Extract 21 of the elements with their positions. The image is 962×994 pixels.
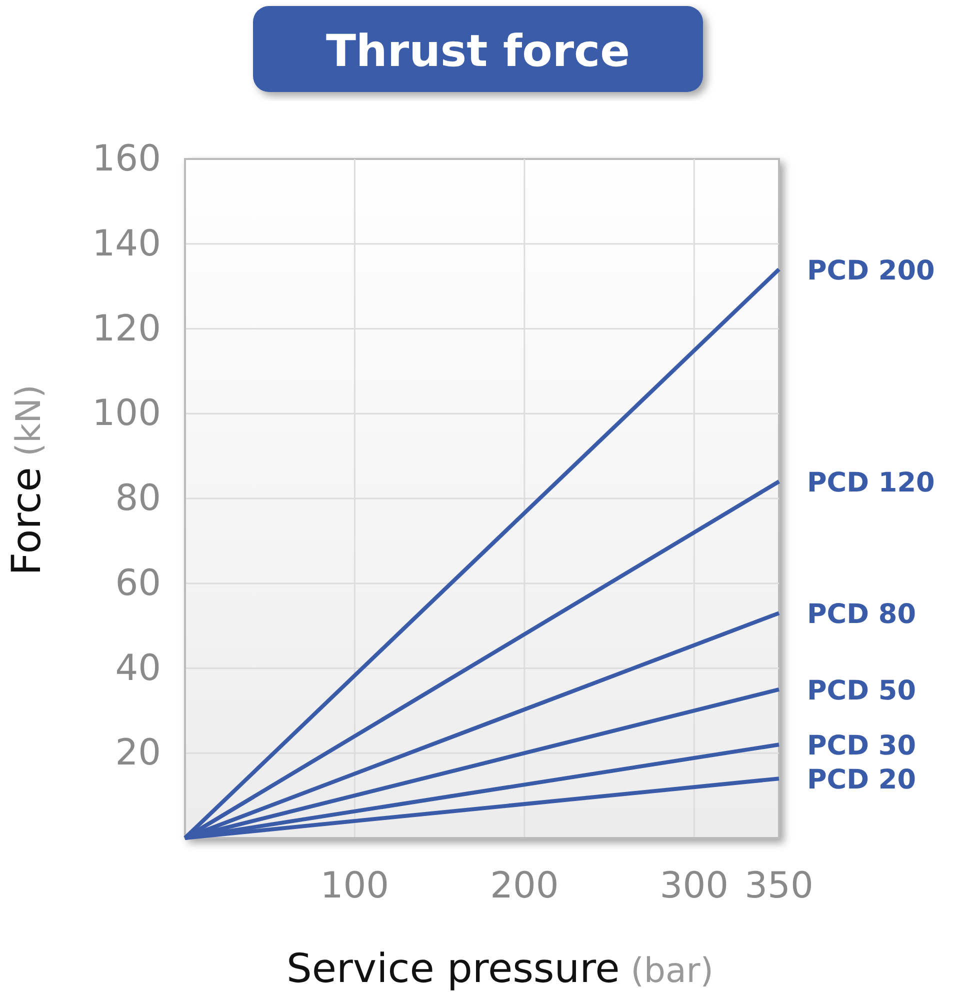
series-label: PCD 50 [807,675,916,706]
y-tick-label: 20 [115,732,161,774]
y-tick-label: 100 [92,393,161,434]
y-tick-label: 60 [115,562,161,604]
x-axis-title: Service pressure (bar) [286,946,714,992]
y-tick-label: 40 [115,648,161,689]
x-tick-label: 300 [660,866,728,907]
y-tick-label: 80 [115,478,161,520]
x-tick-label: 350 [744,866,814,907]
series-label: PCD 20 [807,764,916,796]
x-tick-label: 200 [490,866,559,907]
y-axis-title: Force (kN) [4,384,50,576]
series-label: PCD 200 [807,255,935,286]
chart-title: Thrust force [326,26,630,77]
series-label: PCD 80 [807,599,916,630]
y-tick-label: 140 [92,223,161,264]
y-tick-label: 120 [92,308,161,350]
y-tick-label: 160 [92,138,161,180]
series-label: PCD 30 [807,730,916,762]
x-tick-label: 100 [320,866,390,907]
series-label: PCD 120 [807,468,935,499]
